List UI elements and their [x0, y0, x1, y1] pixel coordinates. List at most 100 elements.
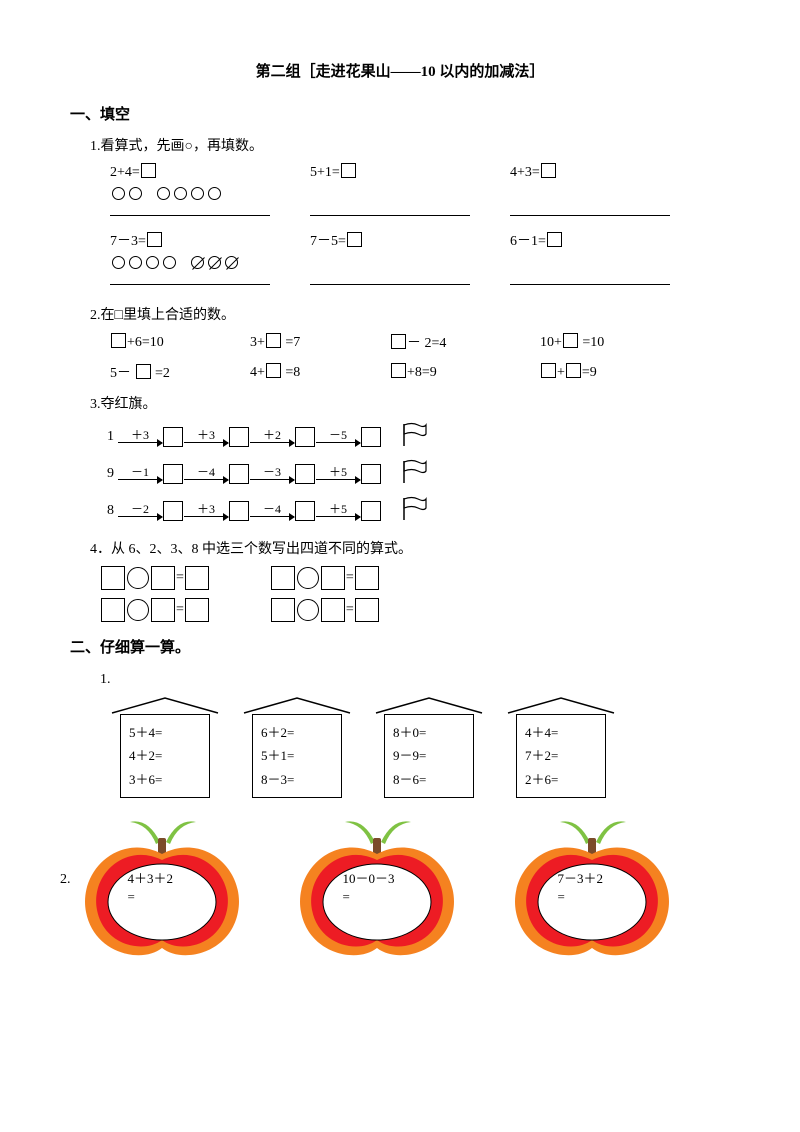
- q2-text: =8: [285, 365, 300, 380]
- q1-label: 1.看算式，先画○，再填数。: [90, 134, 730, 159]
- q1-top-row: 2+4= 5+1= 4+3=: [110, 163, 730, 181]
- q2-text: =2: [155, 366, 170, 381]
- chain-row: 1＋3＋3＋2－5: [100, 422, 730, 453]
- q4-row2: = =: [100, 598, 730, 622]
- q2-text: － 2=4: [407, 336, 446, 351]
- equation-text: 4＋4=: [525, 721, 597, 744]
- blank-box: [141, 163, 156, 178]
- q4-label: 4．从 6、2、3、8 中选三个数写出四道不同的算式。: [90, 537, 730, 562]
- house-box: 4＋4=7＋2=2＋6=: [516, 714, 606, 798]
- blank-box: [147, 232, 162, 247]
- blank-box: [266, 363, 281, 378]
- equation-text: 6＋2=: [261, 721, 333, 744]
- equation-text: 8－3=: [261, 768, 333, 791]
- op-circle: [297, 599, 319, 621]
- circle-struck-icon: [208, 256, 221, 269]
- equation-text: 2＋6=: [525, 768, 597, 791]
- blank-box: [391, 334, 406, 349]
- roof-icon: [374, 696, 484, 714]
- blank-box: [321, 598, 345, 622]
- op-circle: [127, 567, 149, 589]
- blank-box: [355, 566, 379, 590]
- blank-box: [185, 598, 209, 622]
- circle-struck-icon: [191, 256, 204, 269]
- blank-box: [151, 566, 175, 590]
- apples-row: 2. 4＋3＋2 = 10－0－3 = 7－3＋2 =: [70, 812, 730, 962]
- blank-box: [229, 464, 249, 484]
- apple-equation: 7－3＋2 =: [558, 870, 628, 906]
- apple-equation: 4＋3＋2 =: [128, 870, 198, 906]
- q2-text: +: [557, 365, 565, 380]
- arrow-icon: ＋3: [184, 502, 228, 520]
- q1-hr-row2: [110, 278, 730, 293]
- circle-icon: [112, 256, 125, 269]
- blank-box: [541, 163, 556, 178]
- blank-box: [566, 363, 581, 378]
- blank-box: [271, 598, 295, 622]
- blank-box: [151, 598, 175, 622]
- blank-box: [111, 333, 126, 348]
- equation-text: 8－6=: [393, 768, 465, 791]
- arrow-icon: －1: [118, 465, 162, 483]
- p2-label: 2.: [60, 872, 71, 888]
- circle-icon: [129, 187, 142, 200]
- op-circle: [127, 599, 149, 621]
- q3-container: 1＋3＋3＋2－59－1－4－3＋58－2＋3－4＋5: [70, 422, 730, 527]
- q2-text: 5－: [110, 366, 131, 381]
- blank-box: [321, 566, 345, 590]
- flag-icon: [400, 459, 428, 490]
- q1-bot-1: 7－5=: [310, 234, 346, 249]
- q1-top-1: 5+1=: [310, 165, 340, 180]
- q2-text: 3+: [250, 335, 265, 350]
- q2-text: =10: [582, 335, 604, 350]
- blank-box: [295, 427, 315, 447]
- house-item: 8＋0=9－9=8－6=: [374, 696, 484, 798]
- q2-text: =7: [285, 335, 300, 350]
- q1-top-0: 2+4=: [110, 165, 140, 180]
- circle-icon: [208, 187, 221, 200]
- roof-icon: [110, 696, 220, 714]
- blank-box: [163, 427, 183, 447]
- blank-box: [295, 464, 315, 484]
- q2-label: 2.在□里填上合适的数。: [90, 303, 730, 328]
- circle-icon: [174, 187, 187, 200]
- arrow-icon: ＋3: [118, 428, 162, 446]
- blank-box: [271, 566, 295, 590]
- chain-start: 8: [100, 503, 114, 519]
- chain-start: 9: [100, 466, 114, 482]
- circle-icon: [157, 187, 170, 200]
- q2-row2: 5－ =2 4+ =8 +8=9 +=9: [110, 362, 730, 382]
- equation-text: 7＋2=: [525, 744, 597, 767]
- blank-box: [295, 501, 315, 521]
- blank-box: [229, 501, 249, 521]
- q2-text: 10+: [540, 335, 562, 350]
- equation-text: 8＋0=: [393, 721, 465, 744]
- equation-text: 5＋4=: [129, 721, 201, 744]
- chain-start: 1: [100, 429, 114, 445]
- arrow-icon: ＋3: [184, 428, 228, 446]
- house-box: 6＋2=5＋1=8－3=: [252, 714, 342, 798]
- circle-icon: [146, 256, 159, 269]
- blank-box: [541, 363, 556, 378]
- flag-icon: [400, 496, 428, 527]
- q1-bot-0: 7－3=: [110, 234, 146, 249]
- page-title: 第二组［走进花果山——10 以内的加减法］: [70, 60, 730, 81]
- arrow-icon: －5: [316, 428, 360, 446]
- blank-box: [361, 501, 381, 521]
- blank-box: [361, 464, 381, 484]
- q3-label: 3.夺红旗。: [90, 392, 730, 417]
- blank-box: [101, 598, 125, 622]
- q2-text: +8=9: [407, 365, 437, 380]
- house-item: 4＋4=7＋2=2＋6=: [506, 696, 616, 798]
- circle-struck-icon: [225, 256, 238, 269]
- arrow-icon: ＋2: [250, 428, 294, 446]
- flag-icon: [400, 422, 428, 453]
- house-box: 5＋4=4＋2=3＋6=: [120, 714, 210, 798]
- blank-box: [391, 363, 406, 378]
- equation-text: 5＋1=: [261, 744, 333, 767]
- q2-text: =9: [582, 365, 597, 380]
- q1-top-2: 4+3=: [510, 165, 540, 180]
- blank-box: [355, 598, 379, 622]
- house-item: 6＋2=5＋1=8－3=: [242, 696, 352, 798]
- apple-item: 10－0－3 =: [285, 812, 470, 962]
